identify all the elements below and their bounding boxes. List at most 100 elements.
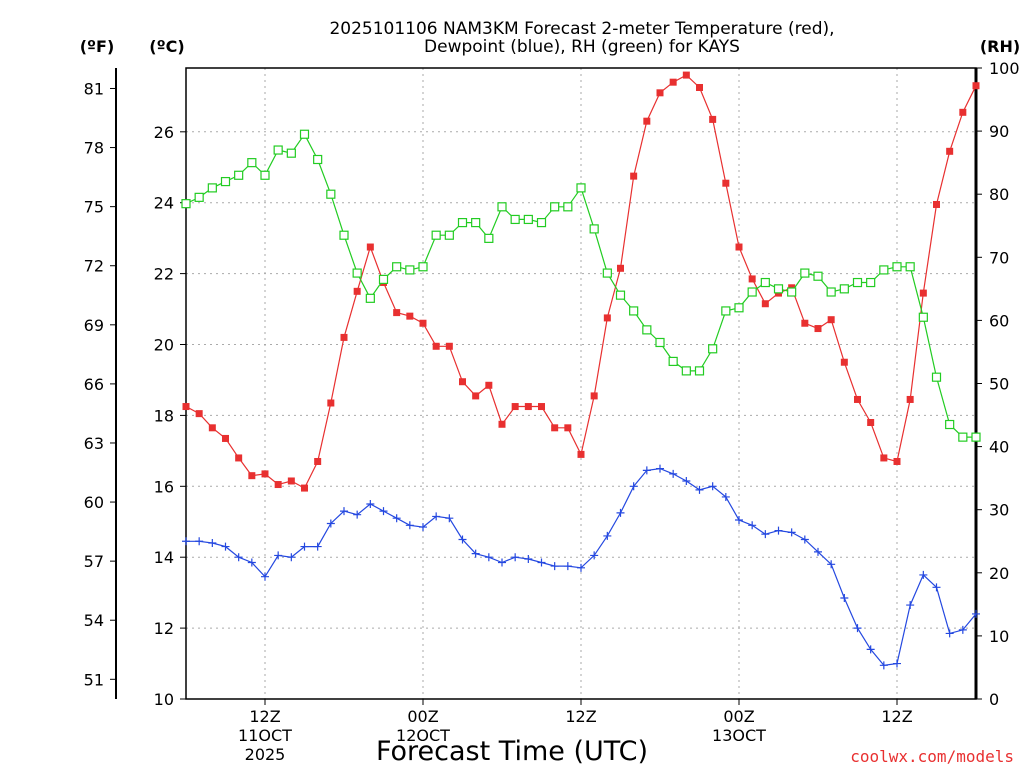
- rh-point: [444, 230, 454, 240]
- rh-tick-label: 10: [989, 627, 1009, 646]
- celsius-tick-label: 10: [154, 690, 174, 709]
- rh-point: [839, 284, 849, 294]
- x-tick-label: 12Z: [565, 707, 596, 726]
- dewpoint-point: [748, 521, 757, 530]
- 2-meter-temperature-point: [208, 424, 216, 432]
- celsius-tick-label: 18: [154, 406, 174, 425]
- rh-point: [668, 356, 678, 367]
- 2-meter-temperature-point: [854, 395, 861, 403]
- rh-point: [642, 325, 652, 335]
- rh-point: [563, 202, 573, 212]
- rh-point: [313, 154, 323, 165]
- rh-point: [392, 262, 402, 272]
- fahrenheit-tick-label: 66: [84, 375, 104, 394]
- rh-point: [550, 202, 560, 212]
- rh-point: [457, 217, 468, 228]
- 2-meter-temperature-point: [393, 309, 401, 317]
- rh-point: [194, 192, 204, 202]
- rh-point: [655, 337, 665, 348]
- 2-meter-temperature-point: [261, 470, 269, 478]
- 2-meter-temperature-point: [511, 403, 519, 411]
- dewpoint-point: [340, 507, 348, 516]
- dewpoint-series: [182, 464, 980, 670]
- dewpoint-point: [972, 609, 980, 618]
- dewpoint-point: [524, 554, 533, 563]
- rh-point: [234, 170, 244, 180]
- celsius-tick-label: 22: [154, 265, 174, 284]
- rh-point: [734, 303, 744, 313]
- 2-meter-temperature-point: [814, 325, 822, 333]
- dewpoint-point: [616, 508, 625, 517]
- dewpoint-point: [247, 558, 256, 567]
- 2-meter-temperature-point: [564, 424, 572, 432]
- x-tick-date: 12OCT: [396, 726, 450, 745]
- celsius-tick-label: 16: [154, 477, 174, 496]
- rh-series: [181, 129, 981, 442]
- plot-frame: [185, 67, 977, 700]
- 2-meter-temperature-point: [959, 108, 967, 116]
- 2-meter-temperature-point: [696, 83, 703, 91]
- 2-meter-temperature-point: [643, 117, 651, 125]
- celsius-unit-label: (ºC): [149, 37, 184, 56]
- dewpoint-point: [800, 535, 809, 544]
- 2-meter-temperature-point: [906, 395, 914, 403]
- dewpoint-point: [629, 482, 638, 491]
- fahrenheit-tick-label: 75: [84, 198, 104, 217]
- 2-meter-temperature-point: [314, 457, 322, 465]
- dewpoint-point: [208, 539, 217, 548]
- rh-tick-label: 40: [989, 438, 1009, 457]
- dewpoint-point: [419, 523, 427, 532]
- dewpoint-point: [458, 535, 467, 544]
- rh-point: [866, 277, 876, 288]
- dewpoint-point: [932, 583, 941, 592]
- dewpoint-point: [879, 661, 888, 670]
- rh-point: [365, 293, 375, 303]
- 2-meter-temperature-point: [656, 89, 664, 97]
- dewpoint-point: [906, 601, 915, 610]
- rh-point: [286, 148, 296, 158]
- 2-meter-temperature-point: [840, 358, 848, 366]
- rh-unit-label: (RH): [980, 37, 1020, 56]
- rh-point: [339, 230, 349, 240]
- 2-meter-temperature-point: [669, 78, 677, 86]
- fahrenheit-tick-label: 78: [84, 139, 104, 158]
- x-tick-label: 12Z: [249, 707, 280, 726]
- rh-tick-label: 0: [989, 690, 999, 709]
- 2-meter-temperature-point: [498, 420, 506, 428]
- dewpoint-point: [669, 469, 678, 478]
- 2-meter-temperature-point: [919, 289, 927, 297]
- rh-point: [773, 284, 784, 294]
- 2-meter-temperature-point: [867, 418, 875, 426]
- rh-point: [536, 217, 547, 228]
- dewpoint-point: [866, 645, 875, 654]
- fahrenheit-tick-label: 81: [84, 79, 104, 98]
- 2-meter-temperature-series: [182, 71, 980, 492]
- rh-tick-label: 50: [989, 375, 1009, 394]
- dewpoint-point: [695, 485, 704, 494]
- rh-point: [931, 372, 942, 382]
- rh-point: [418, 262, 428, 272]
- x-tick-label: 12Z: [881, 707, 912, 726]
- 2-meter-temperature-point: [235, 454, 243, 462]
- 2-meter-temperature-point: [617, 264, 624, 272]
- dewpoint-point: [656, 464, 664, 473]
- 2-meter-temperature-point: [722, 179, 730, 187]
- rh-tick-label: 80: [989, 185, 1009, 204]
- grid-lines: [186, 68, 976, 699]
- rh-point: [721, 306, 731, 316]
- dewpoint-point: [379, 507, 388, 516]
- 2-meter-temperature-point: [340, 333, 348, 341]
- 2-meter-temperature-point: [946, 147, 954, 155]
- dewpoint-point: [577, 563, 585, 572]
- rh-tick-label: 30: [989, 501, 1009, 520]
- rh-point: [958, 432, 968, 442]
- dewpoint-point: [537, 558, 546, 567]
- 2-meter-temperature-point: [195, 410, 203, 418]
- dewpoint-point: [919, 570, 928, 579]
- 2-meter-temperature-point: [327, 399, 335, 407]
- 2-meter-temperature-point: [419, 319, 427, 327]
- dewpoint-point: [234, 553, 243, 562]
- dewpoint-point: [182, 537, 190, 546]
- rh-point: [326, 189, 336, 199]
